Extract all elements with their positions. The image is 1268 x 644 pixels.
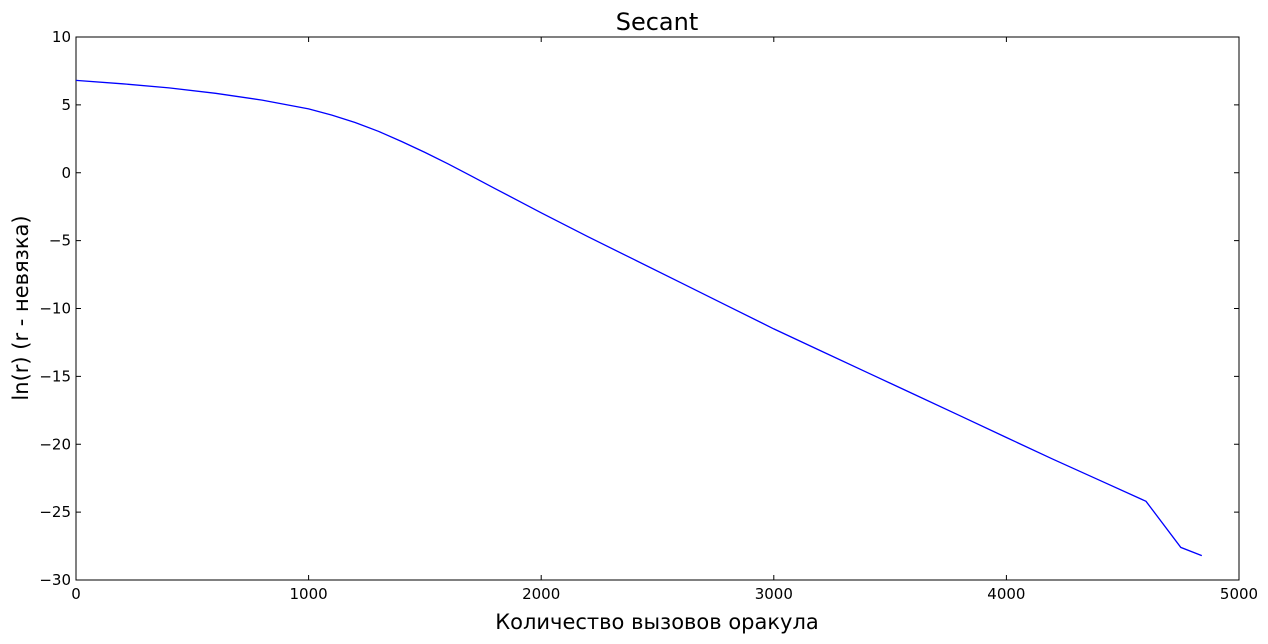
chart-title: Secant [616, 8, 699, 36]
y-tick-label: −30 [39, 571, 71, 589]
series-line [75, 79, 1203, 557]
y-tick-label: −5 [49, 232, 71, 250]
y-tick-label: 5 [61, 96, 71, 114]
x-tick-label: 1000 [290, 585, 328, 603]
x-tick-label: 5000 [1220, 585, 1258, 603]
y-tick-label: −10 [39, 300, 71, 318]
y-tick-label: 0 [61, 164, 71, 182]
x-tick-label: 4000 [987, 585, 1025, 603]
x-axis-title: Количество вызовов оракула [495, 610, 819, 634]
y-tick-label: −25 [39, 503, 71, 521]
x-tick-label: 3000 [755, 585, 793, 603]
y-tick-label: −15 [39, 367, 71, 385]
x-tick-label: 2000 [522, 585, 560, 603]
x-tick-label: 0 [71, 585, 81, 603]
y-tick-label: 10 [52, 28, 71, 46]
y-axis-title: ln(r) (r - невязка) [9, 215, 33, 400]
y-tick-label: −20 [39, 435, 71, 453]
plot-frame [75, 36, 1240, 581]
